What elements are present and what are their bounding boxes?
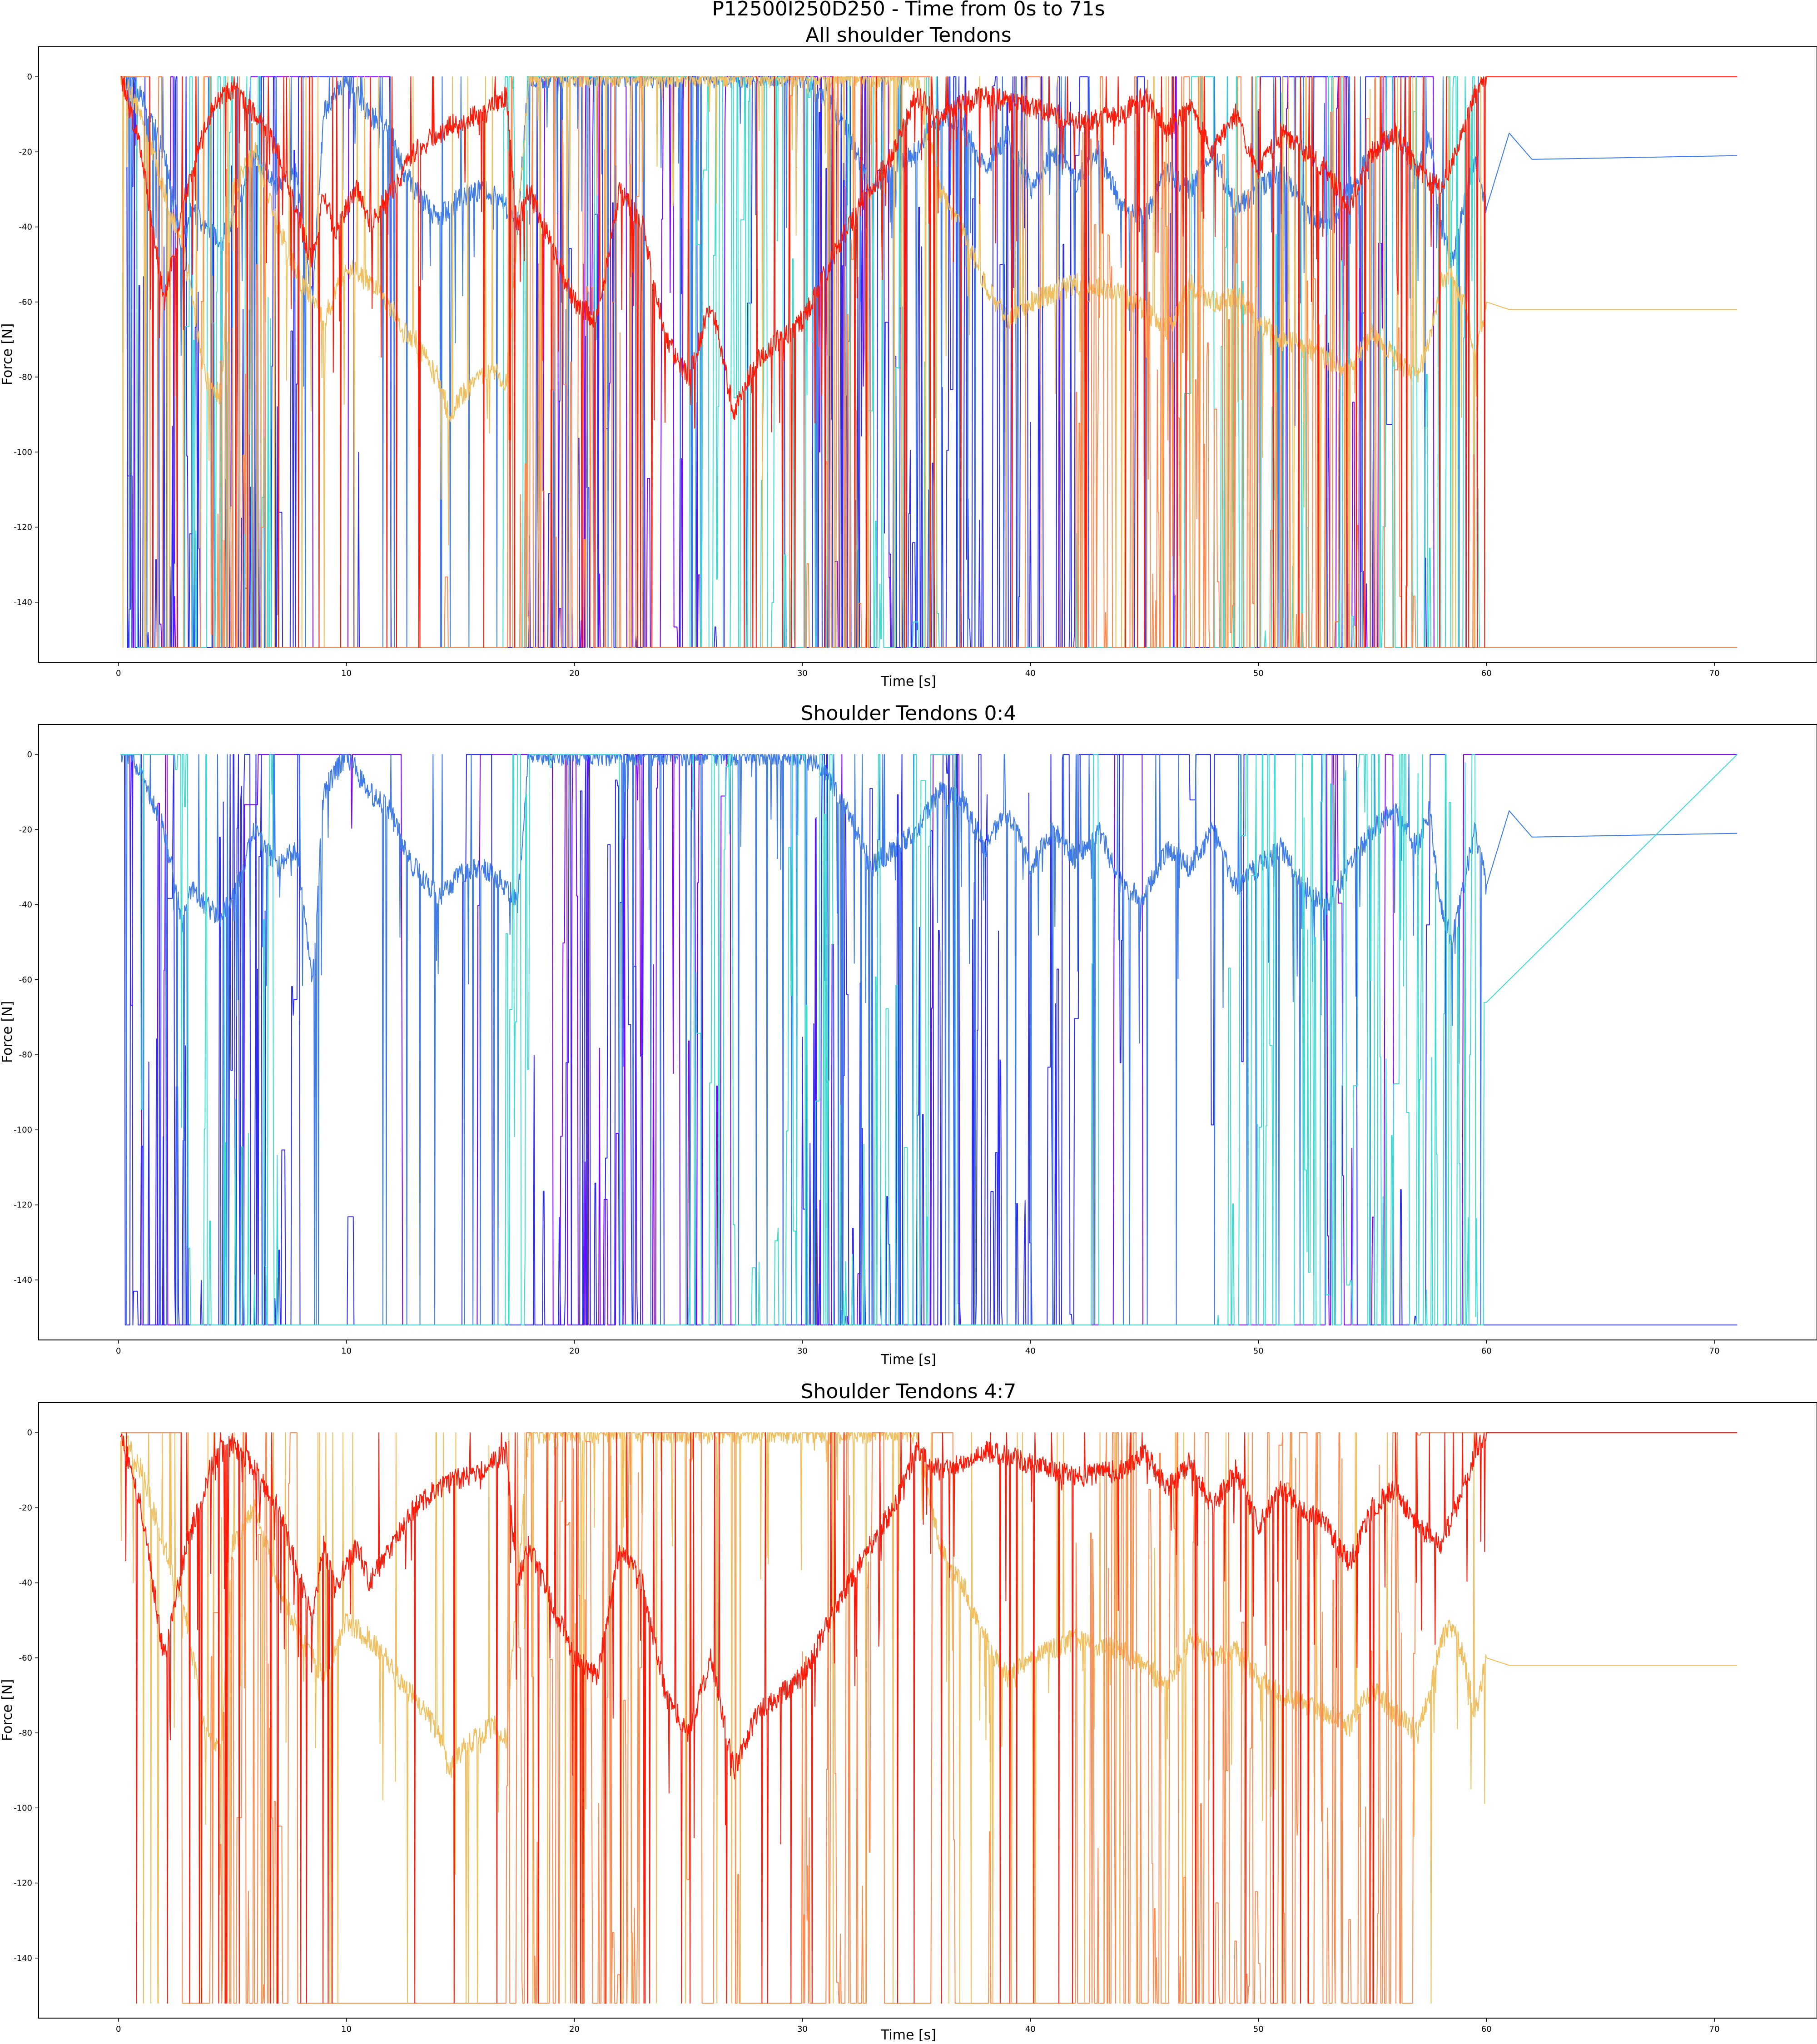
chart-panel-tendons-4-7: Shoulder Tendons 4:7 0 10 20 30 40 50 60 70 0 -20… — [0, 1380, 1817, 2043]
chart-panel-all-tendons: All shoulder Tendons 0 10 20 30 40 50 60 70 0 -20… — [0, 24, 1817, 690]
y-tick-label: -140 — [14, 1275, 32, 1285]
x-tick-label: 60 — [1481, 669, 1492, 678]
x-tick-label: 50 — [1253, 1346, 1264, 1356]
y-tick-label: -20 — [19, 147, 32, 157]
x-axis-label: Time [s] — [880, 1352, 936, 1368]
y-tick-label: -120 — [14, 523, 32, 532]
y-tick-label: 0 — [27, 1428, 32, 1438]
axis-ticks: 0 10 20 30 40 50 60 70 0 -20 -40 -60 -80 -100 -120 -140 — [14, 750, 1719, 1356]
chart-title: All shoulder Tendons — [805, 24, 1011, 47]
x-tick-label: 60 — [1481, 2024, 1492, 2034]
x-tick-label: 30 — [797, 2024, 808, 2034]
plot-area — [120, 754, 1738, 1325]
series-line — [120, 754, 1738, 1325]
plot-area — [120, 76, 1738, 648]
x-tick-label: 10 — [341, 2024, 352, 2034]
x-tick-label: 70 — [1709, 669, 1720, 678]
y-tick-label: -120 — [14, 1201, 32, 1210]
y-tick-label: -80 — [19, 1050, 32, 1060]
series-group — [120, 1432, 1738, 2004]
chart-title: Shoulder Tendons 0:4 — [801, 702, 1017, 725]
y-tick-label: -80 — [19, 1728, 32, 1738]
axes-frame — [38, 1402, 1817, 2019]
x-tick-label: 40 — [1025, 2024, 1036, 2034]
x-tick-label: 70 — [1709, 2024, 1720, 2034]
x-axis-label: Time [s] — [880, 674, 936, 690]
y-tick-label: -60 — [19, 298, 32, 307]
series-line — [120, 754, 1738, 1325]
x-tick-label: 60 — [1481, 1346, 1492, 1356]
y-tick-label: -140 — [14, 598, 32, 607]
series-group — [120, 76, 1738, 648]
y-tick-label: -100 — [14, 447, 32, 457]
axes-frame — [38, 46, 1817, 663]
x-tick-label: 0 — [116, 669, 121, 678]
y-tick-label: 0 — [27, 750, 32, 759]
y-axis-label: Force [N] — [0, 1679, 15, 1741]
x-tick-label: 40 — [1025, 1346, 1036, 1356]
y-tick-label: -100 — [14, 1803, 32, 1813]
y-tick-label: -100 — [14, 1125, 32, 1135]
y-tick-label: -140 — [14, 1954, 32, 1963]
x-tick-label: 30 — [797, 669, 808, 678]
y-tick-label: 0 — [27, 72, 32, 82]
x-tick-label: 30 — [797, 1346, 808, 1356]
axes-frame — [38, 724, 1817, 1340]
series-line — [120, 76, 1738, 648]
y-tick-label: -120 — [14, 1879, 32, 1888]
series-line — [120, 1432, 1738, 2004]
plot-area — [120, 1432, 1738, 2004]
figure-suptitle: P12500I250D250 - Time from 0s to 71s — [712, 0, 1105, 20]
y-tick-label: -20 — [19, 825, 32, 834]
x-tick-label: 0 — [116, 1346, 121, 1356]
y-tick-label: -80 — [19, 372, 32, 382]
series-line — [120, 754, 1738, 1325]
x-axis-label: Time [s] — [880, 2027, 936, 2043]
y-axis-label: Force [N] — [0, 1001, 15, 1063]
x-tick-label: 20 — [569, 669, 580, 678]
chart-panel-tendons-0-4: Shoulder Tendons 0:4 0 10 20 30 40 50 60 70 0 -20… — [0, 702, 1817, 1368]
x-tick-label: 10 — [341, 669, 352, 678]
x-tick-label: 20 — [569, 2024, 580, 2034]
series-line — [120, 1432, 1738, 2004]
y-tick-label: -40 — [19, 900, 32, 910]
series-group — [120, 754, 1738, 1325]
y-axis-label: Force [N] — [0, 323, 15, 386]
chart-title: Shoulder Tendons 4:7 — [801, 1380, 1017, 1403]
y-tick-label: -40 — [19, 1578, 32, 1588]
series-line — [120, 1432, 1738, 2004]
y-tick-label: -60 — [19, 975, 32, 985]
axis-ticks: 0 10 20 30 40 50 60 70 0 -20 -40 -60 -80 -100 -120 -140 — [14, 72, 1719, 678]
y-tick-label: -20 — [19, 1503, 32, 1513]
y-tick-label: -40 — [19, 223, 32, 232]
x-tick-label: 50 — [1253, 669, 1264, 678]
axis-ticks: 0 10 20 30 40 50 60 70 0 -20 -40 -60 -80 -100 -120 -140 — [14, 1428, 1719, 2034]
x-tick-label: 40 — [1025, 669, 1036, 678]
x-tick-label: 50 — [1253, 2024, 1264, 2034]
y-tick-label: -60 — [19, 1653, 32, 1663]
x-tick-label: 20 — [569, 1346, 580, 1356]
x-tick-label: 70 — [1709, 1346, 1720, 1356]
x-tick-label: 0 — [116, 2024, 121, 2034]
x-tick-label: 10 — [341, 1346, 352, 1356]
